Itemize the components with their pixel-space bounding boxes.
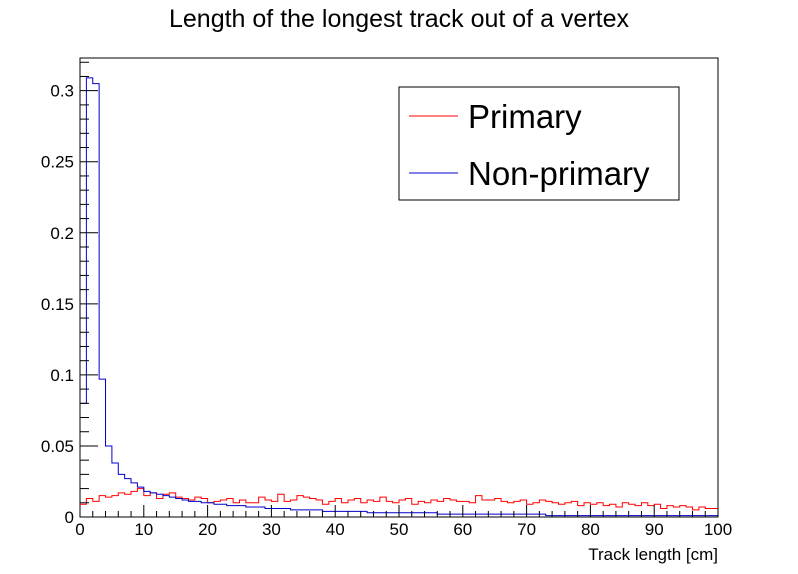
y-tick-label: 0.2 xyxy=(50,224,74,243)
x-tick-label: 30 xyxy=(262,520,281,539)
x-tick-label: 80 xyxy=(581,520,600,539)
chart-title: Length of the longest track out of a ver… xyxy=(169,5,630,33)
x-tick-label: 10 xyxy=(134,520,153,539)
legend-box xyxy=(398,86,680,201)
series-line-primary xyxy=(80,488,718,511)
series-line-non-primary xyxy=(80,77,718,517)
legend: Primary Non-primary xyxy=(398,86,680,201)
x-tick-label: 100 xyxy=(704,520,732,539)
y-tick-label: 0.3 xyxy=(50,82,74,101)
x-tick-label: 40 xyxy=(326,520,345,539)
x-axis-title: Track length [cm] xyxy=(588,545,718,564)
x-tick-label: 90 xyxy=(645,520,664,539)
y-tick-label: 0.05 xyxy=(41,437,74,456)
y-axis: 0 0.05 0.1 0.15 0.2 0.25 0.3 xyxy=(41,61,98,527)
x-tick-label: 20 xyxy=(198,520,217,539)
series-layer xyxy=(80,77,718,517)
y-tick-label: 0.25 xyxy=(41,153,74,172)
x-tick-label: 70 xyxy=(517,520,536,539)
x-tick-label: 60 xyxy=(453,520,472,539)
y-tick-label: 0.15 xyxy=(41,295,74,314)
legend-label-non-primary: Non-primary xyxy=(468,155,650,192)
x-tick-label: 0 xyxy=(75,520,84,539)
legend-label-primary: Primary xyxy=(468,98,582,135)
x-tick-label: 50 xyxy=(390,520,409,539)
x-axis: 0 10 20 30 40 50 60 70 80 90 100 xyxy=(75,505,732,539)
y-tick-label: 0.1 xyxy=(50,366,74,385)
y-tick-label: 0 xyxy=(65,508,74,527)
